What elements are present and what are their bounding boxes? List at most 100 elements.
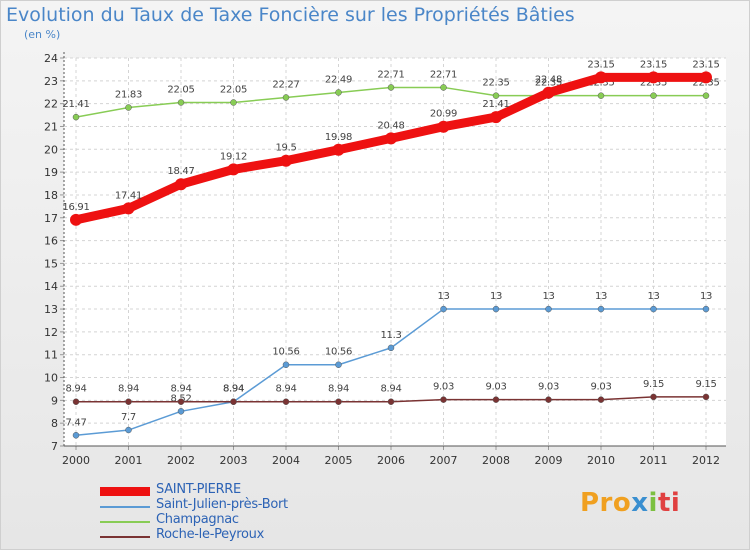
- data-label: 11.3: [380, 330, 401, 341]
- data-point: [332, 143, 345, 156]
- data-point: [437, 120, 450, 133]
- data-point: [72, 113, 80, 121]
- data-label: 22.05: [220, 85, 247, 96]
- data-label: 21.41: [62, 99, 89, 110]
- data-point: [125, 104, 132, 111]
- data-label: 23.15: [692, 59, 719, 70]
- data-label: 22.35: [482, 78, 509, 89]
- data-point: [702, 92, 710, 99]
- y-tick-label: 18: [44, 189, 58, 202]
- data-point: [175, 178, 187, 191]
- data-label: 8.94: [275, 384, 296, 395]
- data-label: 8.94: [223, 384, 244, 395]
- data-point: [227, 163, 240, 176]
- data-label: 7.47: [65, 417, 86, 428]
- data-point: [702, 393, 710, 401]
- data-point: [440, 305, 447, 313]
- data-label: 20.99: [430, 109, 457, 120]
- data-label: 8.94: [380, 384, 401, 395]
- data-point: [650, 92, 657, 99]
- data-point: [545, 305, 552, 313]
- data-label: 9.15: [695, 379, 716, 390]
- data-point: [335, 398, 342, 405]
- data-label: 22.48: [535, 75, 562, 86]
- y-tick-label: 13: [44, 303, 58, 316]
- data-point: [70, 213, 82, 226]
- legend-swatch-saint-julien: [100, 506, 150, 508]
- x-tick-label: 2004: [272, 454, 300, 467]
- data-label: 20.48: [377, 120, 404, 131]
- data-point: [72, 398, 80, 405]
- data-point: [335, 361, 342, 368]
- y-tick-label: 24: [44, 52, 58, 65]
- legend-label: SAINT-PIERRE: [156, 482, 241, 497]
- data-point: [700, 71, 712, 84]
- legend-swatch-saint-pierre: [100, 487, 150, 496]
- data-label: 19.98: [325, 132, 352, 143]
- data-label: 22.05: [167, 85, 194, 96]
- legend-label: Champagnac: [156, 512, 239, 527]
- data-point: [440, 396, 447, 403]
- y-tick-label: 21: [44, 120, 58, 133]
- data-label: 22.49: [325, 74, 352, 85]
- x-tick-label: 2003: [220, 454, 248, 467]
- x-tick-label: 2010: [587, 454, 615, 467]
- chart-title: Evolution du Taux de Taxe Foncière sur l…: [6, 4, 575, 26]
- data-label: 9.15: [643, 379, 664, 390]
- data-label: 9.03: [485, 382, 506, 393]
- data-label: 9.03: [590, 382, 611, 393]
- data-label: 10.56: [325, 347, 352, 358]
- data-label: 21.83: [115, 90, 142, 101]
- data-point: [650, 305, 657, 313]
- data-label: 13: [647, 291, 659, 302]
- data-label: 8.94: [328, 384, 349, 395]
- data-point: [72, 432, 80, 439]
- data-label: 8.94: [170, 384, 191, 395]
- data-point: [282, 398, 290, 405]
- data-point: [282, 94, 290, 101]
- data-point: [702, 305, 710, 313]
- data-point: [335, 89, 342, 96]
- data-point: [282, 361, 290, 368]
- data-label: 9.03: [433, 382, 454, 393]
- data-point: [385, 132, 397, 145]
- data-point: [597, 92, 605, 99]
- data-label: 22.27: [272, 79, 299, 90]
- data-label: 9.03: [538, 382, 559, 393]
- x-tick-label: 2012: [692, 454, 720, 467]
- y-tick-label: 7: [51, 440, 58, 453]
- data-point: [597, 305, 605, 313]
- data-label: 13: [490, 291, 502, 302]
- y-tick-label: 16: [44, 235, 58, 248]
- data-label: 18.47: [167, 166, 194, 177]
- x-tick-label: 2005: [325, 454, 353, 467]
- y-tick-label: 9: [51, 394, 58, 407]
- x-tick-label: 2006: [377, 454, 405, 467]
- data-point: [387, 398, 395, 405]
- y-tick-label: 23: [44, 75, 58, 88]
- legend-swatch-champagnac: [100, 521, 150, 523]
- data-point: [387, 344, 395, 352]
- x-tick-label: 2007: [430, 454, 458, 467]
- y-tick-label: 20: [44, 143, 58, 156]
- x-tick-label: 2001: [115, 454, 143, 467]
- data-label: 19.5: [275, 143, 296, 154]
- y-tick-label: 19: [44, 166, 58, 179]
- data-label: 16.91: [62, 202, 89, 213]
- legend-label: Saint-Julien-près-Bort: [156, 497, 288, 512]
- data-point: [492, 396, 500, 403]
- data-point: [492, 92, 500, 99]
- y-tick-label: 11: [44, 349, 58, 362]
- data-point: [177, 398, 185, 405]
- y-tick-label: 14: [44, 280, 58, 293]
- data-point: [177, 408, 185, 415]
- y-tick-label: 22: [44, 98, 58, 111]
- data-label: 21.41: [482, 99, 509, 110]
- y-tick-label: 10: [44, 372, 58, 385]
- data-label: 10.56: [272, 347, 299, 358]
- proxiti-logo: Proxiti: [580, 488, 681, 518]
- data-label: 22.71: [430, 69, 457, 80]
- data-point: [597, 396, 605, 403]
- data-point: [177, 99, 185, 106]
- y-tick-label: 17: [44, 212, 58, 225]
